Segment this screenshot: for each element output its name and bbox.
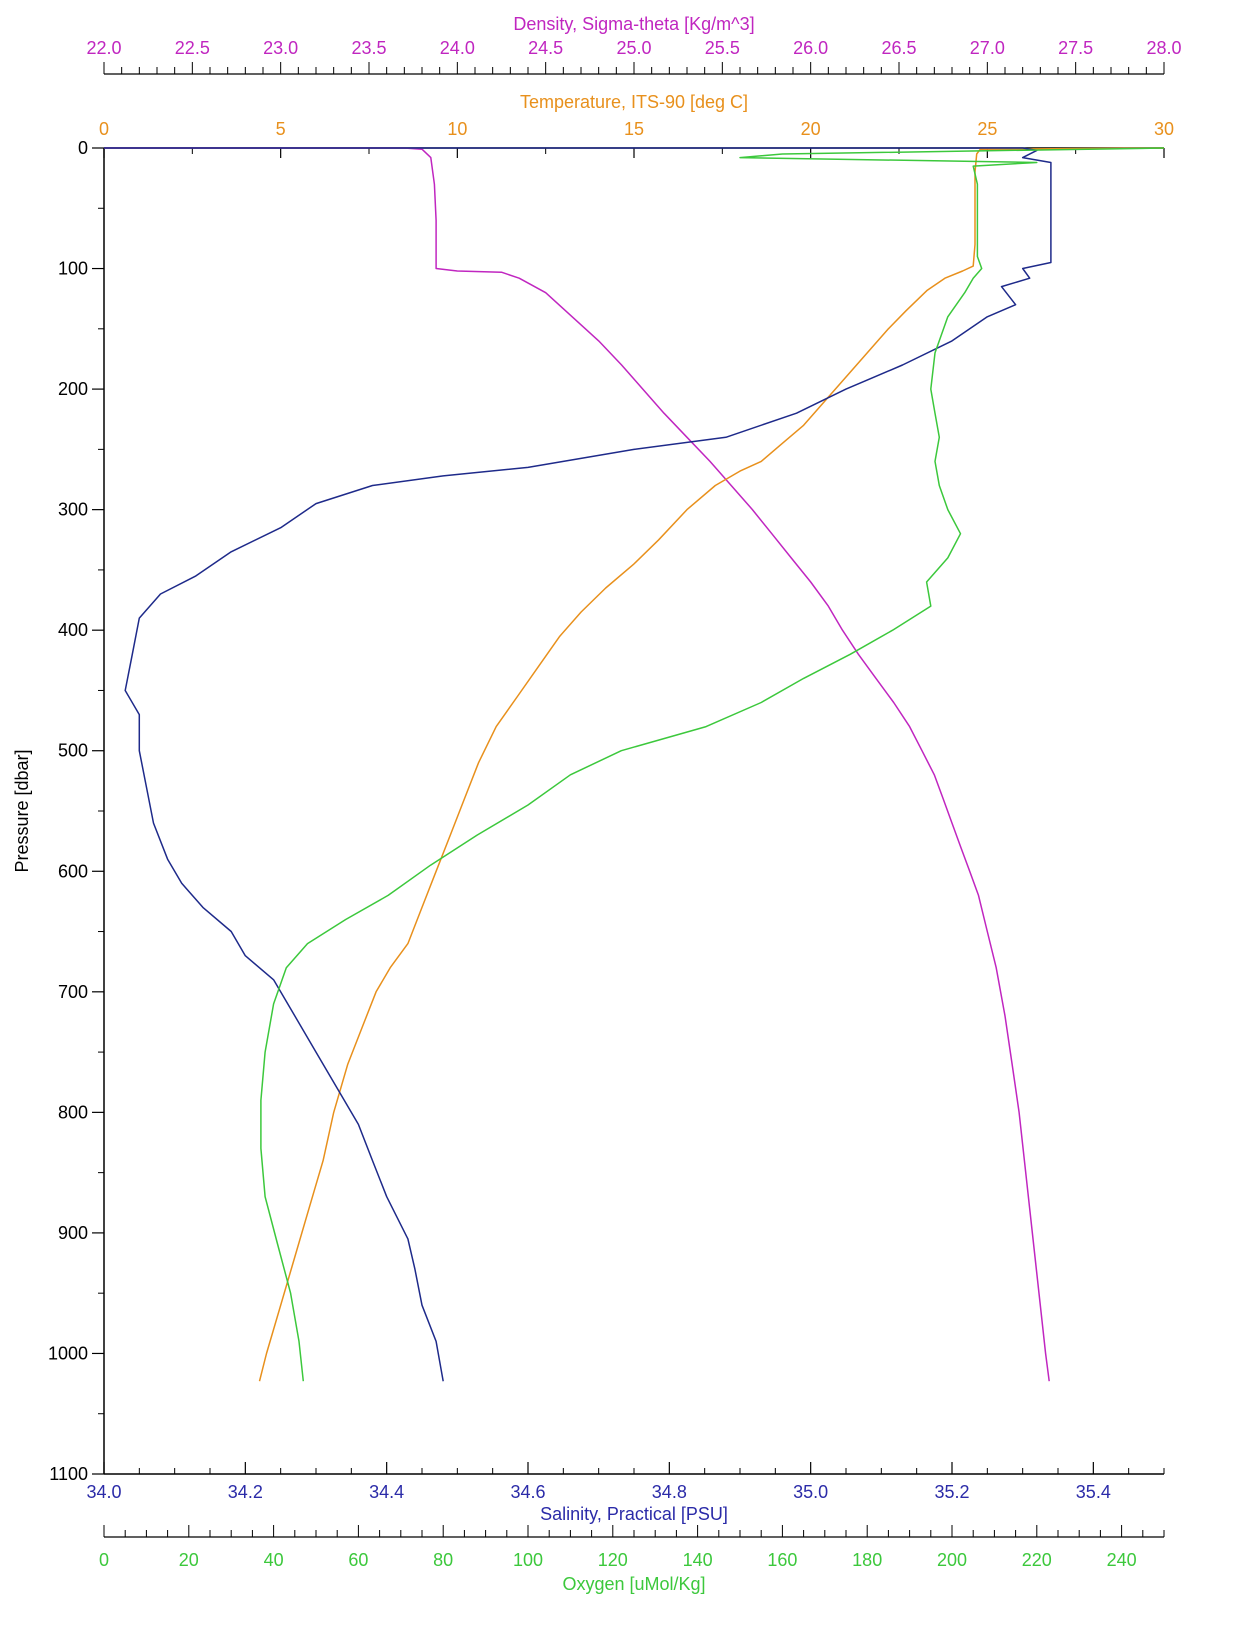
oxygen-axis-title: Oxygen [uMol/Kg] <box>562 1574 705 1594</box>
temperature-tick-label: 0 <box>99 119 109 139</box>
salinity-tick-label: 34.2 <box>228 1482 263 1502</box>
density-tick-label: 27.0 <box>970 38 1005 58</box>
oxygen-tick-label: 120 <box>598 1550 628 1570</box>
temperature-axis-title: Temperature, ITS-90 [deg C] <box>520 92 748 112</box>
density-tick-label: 24.0 <box>440 38 475 58</box>
y-tick-label: 0 <box>78 138 88 158</box>
oxygen-tick-label: 0 <box>99 1550 109 1570</box>
density-tick-label: 25.0 <box>616 38 651 58</box>
density-tick-label: 26.0 <box>793 38 828 58</box>
salinity-tick-label: 34.4 <box>369 1482 404 1502</box>
salinity-tick-label: 35.4 <box>1076 1482 1111 1502</box>
density-tick-label: 28.0 <box>1146 38 1181 58</box>
salinity-profile-line <box>104 147 1052 1382</box>
salinity-tick-label: 35.0 <box>793 1482 828 1502</box>
density-tick-label: 24.5 <box>528 38 563 58</box>
oxygen-tick-label: 160 <box>767 1550 797 1570</box>
density-axis-title: Density, Sigma-theta [Kg/m^3] <box>513 14 754 34</box>
y-tick-label: 500 <box>58 741 88 761</box>
oxygen-tick-label: 140 <box>683 1550 713 1570</box>
temperature-tick-label: 15 <box>624 119 644 139</box>
density-profile-line <box>104 147 1050 1382</box>
temperature-tick-label: 5 <box>276 119 286 139</box>
density-tick-label: 23.5 <box>351 38 386 58</box>
salinity-tick-label: 35.2 <box>934 1482 969 1502</box>
salinity-axis-title: Salinity, Practical [PSU] <box>540 1504 728 1524</box>
density-tick-label: 25.5 <box>705 38 740 58</box>
oxygen-tick-label: 60 <box>348 1550 368 1570</box>
oxygen-tick-label: 20 <box>179 1550 199 1570</box>
temperature-tick-label: 25 <box>977 119 997 139</box>
temperature-tick-label: 20 <box>801 119 821 139</box>
oxygen-tick-label: 40 <box>264 1550 284 1570</box>
oxygen-tick-label: 180 <box>852 1550 882 1570</box>
salinity-tick-label: 34.0 <box>86 1482 121 1502</box>
density-tick-label: 23.0 <box>263 38 298 58</box>
y-tick-label: 600 <box>58 861 88 881</box>
density-tick-label: 22.0 <box>86 38 121 58</box>
temperature-profile-line <box>258 147 1165 1382</box>
y-tick-label: 400 <box>58 620 88 640</box>
y-tick-label: 1000 <box>48 1343 88 1363</box>
density-tick-label: 26.5 <box>881 38 916 58</box>
y-tick-label: 100 <box>58 259 88 279</box>
density-tick-label: 22.5 <box>175 38 210 58</box>
salinity-tick-label: 34.6 <box>510 1482 545 1502</box>
y-tick-label: 900 <box>58 1223 88 1243</box>
y-tick-label: 700 <box>58 982 88 1002</box>
oxygen-tick-label: 220 <box>1022 1550 1052 1570</box>
oxygen-tick-label: 200 <box>937 1550 967 1570</box>
y-tick-label: 1100 <box>49 1464 88 1484</box>
y-axis-title: Pressure [dbar] <box>12 749 32 872</box>
y-tick-label: 200 <box>58 379 88 399</box>
y-tick-label: 300 <box>58 500 88 520</box>
density-tick-label: 27.5 <box>1058 38 1093 58</box>
temperature-tick-label: 10 <box>447 119 467 139</box>
temperature-tick-label: 30 <box>1154 119 1174 139</box>
oxygen-profile-line <box>260 147 1165 1382</box>
y-tick-label: 800 <box>58 1102 88 1122</box>
salinity-tick-label: 34.8 <box>652 1482 687 1502</box>
oxygen-tick-label: 240 <box>1107 1550 1137 1570</box>
oxygen-tick-label: 80 <box>433 1550 453 1570</box>
oxygen-tick-label: 100 <box>513 1550 543 1570</box>
